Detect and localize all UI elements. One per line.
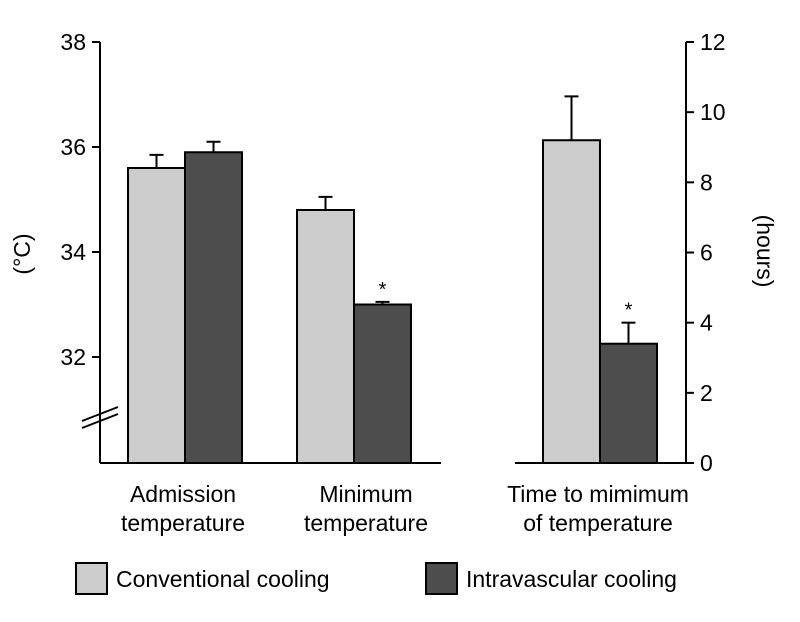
bar-intravascular [599,342,658,465]
legend-label: Intravascular cooling [466,566,677,592]
left-axis-tick-label: 32 [60,344,86,370]
legend-swatch [75,562,108,595]
bar-intravascular [353,303,412,464]
right-axis-tick-label: 0 [700,450,713,476]
category-label: Admission [130,481,236,507]
bar-conventional [296,209,355,464]
left-axis-tick-label: 36 [60,134,86,160]
left-axis-tick-label: 34 [60,239,86,265]
left-axis-tick-label: 38 [60,29,86,55]
right-axis-tick-label: 2 [700,380,713,406]
left-axis-label: (°C) [9,233,35,274]
axis-break-mark [81,406,119,422]
category-label: temperature [121,510,245,536]
legend-swatch [425,562,458,595]
right-axis-tick-label: 10 [700,99,726,125]
right-axis-tick-label: 6 [700,240,713,266]
bar-conventional [127,167,186,464]
significance-marker: * [379,279,387,301]
bar-intravascular [184,151,243,464]
axis-break-mark [81,413,119,429]
category-label: Minimum [319,481,412,507]
significance-marker: * [625,300,633,322]
category-label: temperature [304,510,428,536]
legend-label: Conventional cooling [116,566,330,592]
right-axis-tick-label: 4 [700,310,713,336]
category-label: of temperature [523,510,673,536]
right-axis-tick-label: 12 [700,29,726,55]
right-axis-label: (hours) [752,215,778,288]
bar-conventional [542,139,601,464]
category-label: Time to mimimum [507,481,689,507]
right-axis-tick-label: 8 [700,169,713,195]
